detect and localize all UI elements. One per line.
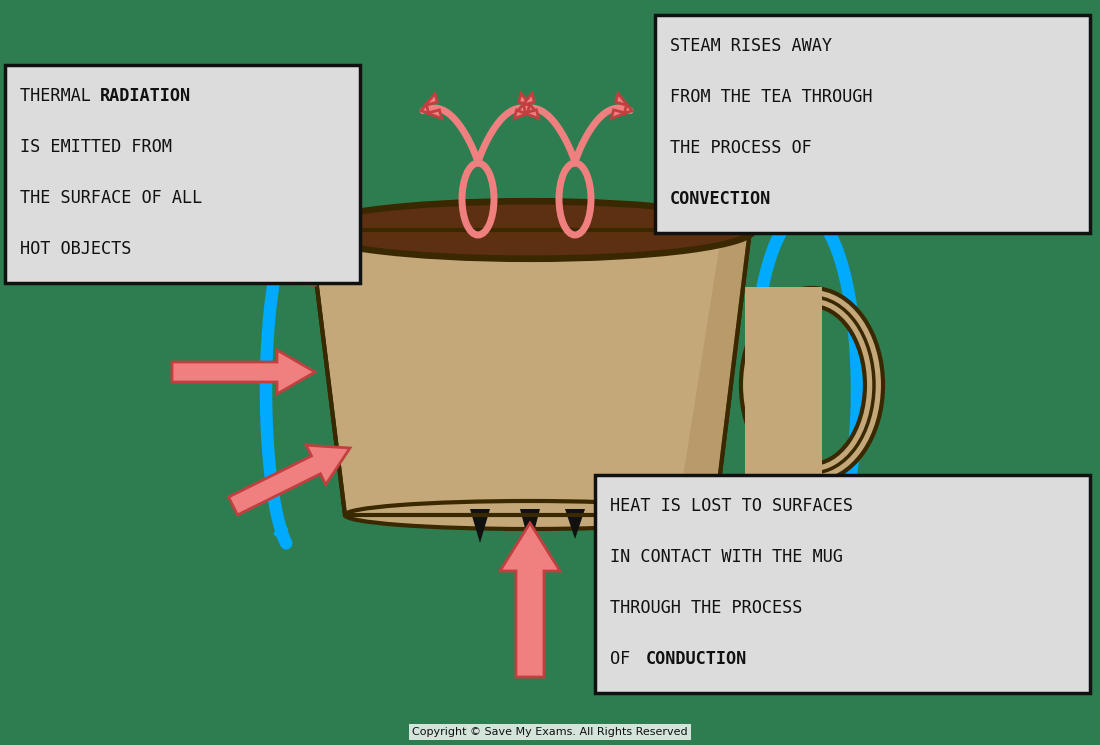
Polygon shape xyxy=(612,93,632,118)
Ellipse shape xyxy=(345,501,715,529)
Polygon shape xyxy=(518,93,539,118)
Bar xyxy=(745,287,822,483)
FancyBboxPatch shape xyxy=(654,15,1090,233)
FancyBboxPatch shape xyxy=(6,65,360,283)
Polygon shape xyxy=(310,230,750,515)
Polygon shape xyxy=(229,446,350,515)
FancyBboxPatch shape xyxy=(595,475,1090,693)
Text: THROUGH THE PROCESS: THROUGH THE PROCESS xyxy=(610,599,802,617)
Polygon shape xyxy=(172,350,315,394)
Text: Copyright © Save My Exams. All Rights Reserved: Copyright © Save My Exams. All Rights Re… xyxy=(412,727,688,737)
Polygon shape xyxy=(421,93,442,118)
Text: THERMAL: THERMAL xyxy=(20,87,111,106)
Text: RADIATION: RADIATION xyxy=(100,87,191,106)
Text: IS EMITTED FROM: IS EMITTED FROM xyxy=(20,138,172,156)
Text: IN CONTACT WITH THE MUG: IN CONTACT WITH THE MUG xyxy=(610,548,843,566)
Polygon shape xyxy=(192,202,315,285)
Polygon shape xyxy=(520,509,540,547)
Polygon shape xyxy=(470,509,490,543)
Text: FROM THE TEA THROUGH: FROM THE TEA THROUGH xyxy=(670,88,872,106)
Text: THE SURFACE OF ALL: THE SURFACE OF ALL xyxy=(20,188,202,207)
Polygon shape xyxy=(500,523,560,677)
Ellipse shape xyxy=(310,203,750,258)
Polygon shape xyxy=(565,509,585,539)
Text: HOT OBJECTS: HOT OBJECTS xyxy=(20,240,131,258)
Polygon shape xyxy=(514,93,535,118)
Text: THE PROCESS OF: THE PROCESS OF xyxy=(670,139,812,157)
Text: HEAT IS LOST TO SURFACES: HEAT IS LOST TO SURFACES xyxy=(610,498,852,516)
Text: CONDUCTION: CONDUCTION xyxy=(646,650,747,668)
Text: CONVECTION: CONVECTION xyxy=(670,189,771,208)
Polygon shape xyxy=(676,230,750,515)
Text: STEAM RISES AWAY: STEAM RISES AWAY xyxy=(670,37,832,55)
Text: OF: OF xyxy=(610,650,650,668)
